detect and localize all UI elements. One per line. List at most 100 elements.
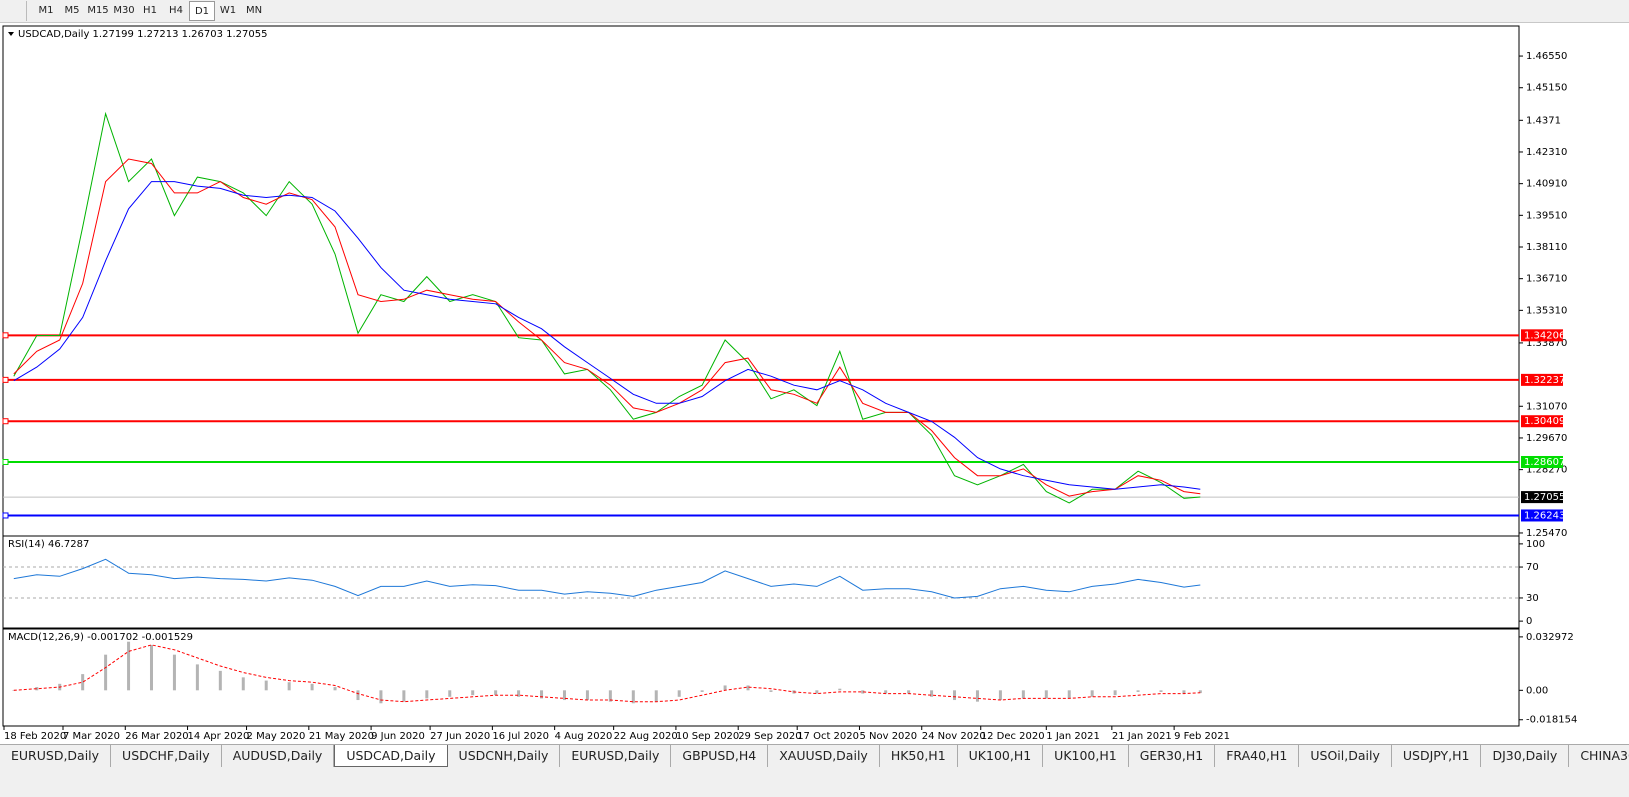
y-tick-label: 1.36710 — [1526, 274, 1567, 285]
timeframe-toolbar: M1 M5 M15 M30 H1 H4 D1 W1 MN — [0, 0, 1629, 23]
histogram-bar — [1182, 690, 1186, 694]
x-tick-label: 14 Apr 2020 — [188, 731, 250, 742]
histogram-bar — [471, 690, 475, 696]
histogram-bar — [1113, 690, 1117, 696]
level-price-box — [1521, 509, 1563, 522]
level-price-box — [1521, 455, 1563, 468]
x-tick-label: 24 Nov 2020 — [922, 731, 986, 742]
level-price-label: 1.27055 — [1524, 492, 1565, 503]
timeframe-button[interactable]: H4 — [169, 5, 183, 16]
x-tick-label: 9 Feb 2021 — [1174, 731, 1230, 742]
x-tick-label: 10 Sep 2020 — [676, 731, 739, 742]
histogram-bar — [654, 690, 658, 702]
histogram-bar — [746, 685, 750, 691]
series-line — [13, 181, 1201, 490]
x-tick-label: 2 May 2020 — [247, 731, 306, 742]
y-tick-label: 0.032972 — [1526, 632, 1574, 643]
level-price-label: 1.34206 — [1524, 330, 1565, 341]
timeframe-button[interactable]: W1 — [219, 5, 237, 16]
chart-tab[interactable]: UK100,H1 — [958, 745, 1044, 767]
chart-tab[interactable]: GBPUSD,H4 — [671, 745, 769, 767]
timeframe-button[interactable]: M1 — [38, 5, 54, 16]
histogram-bar — [723, 685, 727, 691]
level-handle — [2, 458, 9, 465]
y-tick-label: 100 — [1526, 539, 1545, 550]
chart-tab[interactable]: FRA40,H1 — [1215, 745, 1300, 767]
chart-tab[interactable]: USDCNH,Daily — [448, 745, 561, 767]
histogram-bar — [35, 687, 39, 691]
chart-tab[interactable]: USOil,Daily — [1299, 745, 1392, 767]
level-handle — [2, 418, 9, 425]
histogram-bar — [838, 688, 842, 691]
chart-tab[interactable]: EURUSD,Daily — [560, 745, 672, 767]
histogram-bar — [884, 690, 888, 694]
histogram-bar — [907, 690, 911, 694]
histogram-bar — [127, 641, 131, 691]
x-tick-label: 27 Jun 2020 — [430, 731, 490, 742]
series-line — [13, 158, 1201, 497]
histogram-bar — [195, 664, 199, 691]
y-tick-label: 1.45150 — [1526, 83, 1567, 94]
histogram-bar — [287, 682, 291, 691]
y-tick-label: 1.39510 — [1526, 210, 1567, 221]
histogram-bar — [998, 690, 1002, 701]
chart-tab[interactable]: AUDUSD,Daily — [222, 745, 335, 767]
chart-tab[interactable]: USDJPY,H1 — [1392, 745, 1482, 767]
y-tick-label: 1.40910 — [1526, 179, 1567, 190]
histogram-bar — [1067, 690, 1071, 699]
level-price-box — [1521, 415, 1563, 428]
histogram-bar — [402, 690, 406, 702]
histogram-bar — [585, 690, 589, 701]
histogram-bar — [356, 690, 360, 701]
histogram-bar — [379, 690, 383, 704]
chart-tab[interactable]: EURUSD,Daily — [0, 745, 112, 767]
y-tick-label: 1.4371 — [1526, 115, 1561, 126]
histogram-bar — [425, 690, 429, 699]
chart-tab[interactable]: USDCHF,Daily — [111, 745, 222, 767]
chart-tab[interactable]: CHINA300,H1 — [1569, 745, 1629, 767]
histogram-bar — [540, 690, 544, 699]
histogram-bar — [494, 690, 498, 696]
timeframe-button[interactable]: M5 — [64, 5, 80, 16]
histogram-bar — [1159, 690, 1163, 692]
histogram-bar — [81, 674, 85, 691]
x-tick-label: 22 Aug 2020 — [614, 731, 678, 742]
histogram-bar — [700, 690, 704, 692]
chart-tab[interactable]: GER30,H1 — [1129, 745, 1216, 767]
timeframe-button[interactable]: D1 — [189, 1, 215, 21]
timeframe-button[interactable]: H1 — [143, 5, 157, 16]
histogram-bar — [930, 690, 934, 697]
chart-tab[interactable]: UK100,H1 — [1043, 745, 1129, 767]
toolbar-icon[interactable] — [0, 1, 27, 21]
timeframe-button[interactable]: M30 — [113, 5, 135, 16]
x-tick-label: 9 Jun 2020 — [371, 731, 425, 742]
y-tick-label: 70 — [1526, 562, 1539, 573]
chart-tab[interactable]: HK50,H1 — [880, 745, 958, 767]
y-tick-label: 0.00 — [1526, 685, 1548, 696]
y-tick-label: 1.33870 — [1526, 338, 1567, 349]
level-price-box — [1521, 329, 1563, 342]
histogram-bar — [333, 687, 337, 691]
histogram-bar — [149, 644, 153, 691]
level-price-label: 1.26243 — [1524, 510, 1565, 521]
histogram-bar — [677, 690, 681, 697]
histogram-bar — [218, 670, 222, 691]
x-tick-label: 21 Jan 2021 — [1112, 731, 1172, 742]
histogram-bar — [1198, 690, 1202, 694]
chart-tab[interactable]: USDCAD,Daily — [334, 745, 448, 767]
chart-tabs: EURUSD,Daily USDCHF,Daily AUDUSD,Daily USDC… — [0, 744, 1629, 767]
y-tick-label: -0.018154 — [1526, 715, 1577, 726]
histogram-bar — [631, 690, 635, 704]
histogram-bar — [562, 690, 566, 701]
level-price-box — [1521, 373, 1563, 386]
histogram-bar — [104, 654, 108, 691]
level-price-label: 1.28607 — [1524, 457, 1565, 468]
histogram-bar — [1044, 690, 1048, 699]
chart-tab[interactable]: DJ30,Daily — [1481, 745, 1570, 767]
timeframe-button[interactable]: MN — [245, 5, 263, 16]
timeframe-button[interactable]: M15 — [87, 5, 109, 16]
histogram-bar — [517, 690, 521, 697]
panel-frame — [2, 535, 1520, 629]
chart-tab[interactable]: XAUUSD,Daily — [768, 745, 880, 767]
x-tick-label: 4 Aug 2020 — [555, 731, 613, 742]
